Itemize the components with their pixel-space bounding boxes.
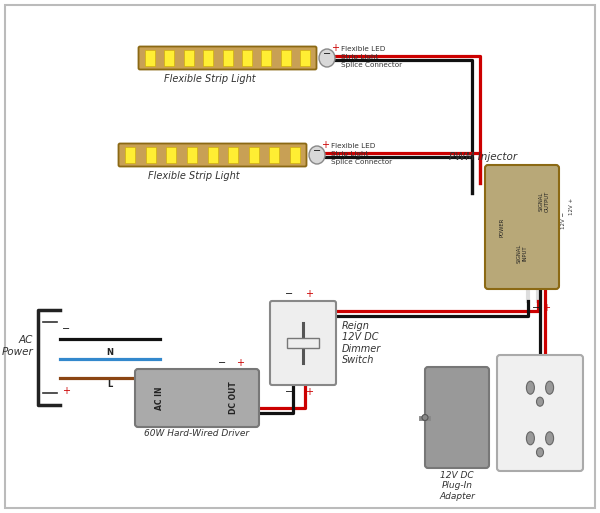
- Text: −: −: [285, 387, 293, 397]
- Text: 12V +: 12V +: [569, 198, 574, 215]
- Text: Flexible Strip Light: Flexible Strip Light: [148, 171, 240, 181]
- Text: SIGNAL
INPUT: SIGNAL INPUT: [517, 243, 527, 263]
- Ellipse shape: [536, 448, 544, 457]
- Ellipse shape: [545, 432, 554, 445]
- Text: −: −: [323, 49, 331, 59]
- Text: 12V −: 12V −: [561, 212, 566, 229]
- Text: +: +: [305, 289, 313, 299]
- Text: Flexible LED
Strip Light
Splice Connector: Flexible LED Strip Light Splice Connecto…: [331, 143, 392, 165]
- Text: 12V DC
Plug-In
Adapter: 12V DC Plug-In Adapter: [439, 471, 475, 501]
- Text: AC IN: AC IN: [155, 386, 164, 410]
- Text: +: +: [321, 140, 329, 150]
- Ellipse shape: [536, 397, 544, 406]
- Bar: [300, 50, 310, 66]
- Text: −: −: [532, 303, 540, 313]
- FancyBboxPatch shape: [119, 144, 307, 167]
- Bar: [223, 50, 233, 66]
- Text: +: +: [62, 386, 70, 396]
- Text: Flexible LED
Strip Light
Splice Connector: Flexible LED Strip Light Splice Connecto…: [341, 46, 402, 68]
- Text: Reign
12V DC
Dimmer
Switch: Reign 12V DC Dimmer Switch: [342, 321, 381, 365]
- Ellipse shape: [526, 381, 535, 394]
- Bar: [146, 147, 155, 163]
- Text: −: −: [218, 358, 226, 368]
- Bar: [269, 147, 280, 163]
- Bar: [261, 50, 271, 66]
- Bar: [187, 147, 197, 163]
- Bar: [184, 50, 194, 66]
- FancyBboxPatch shape: [135, 369, 259, 427]
- FancyBboxPatch shape: [497, 355, 583, 471]
- Text: SIGNAL
OUTPUT: SIGNAL OUTPUT: [539, 190, 550, 212]
- FancyBboxPatch shape: [5, 5, 595, 508]
- Text: N: N: [107, 348, 113, 358]
- Ellipse shape: [545, 381, 554, 394]
- Bar: [125, 147, 135, 163]
- Bar: [208, 147, 218, 163]
- Bar: [290, 147, 300, 163]
- Bar: [287, 338, 319, 348]
- Text: POWER: POWER: [499, 218, 505, 236]
- Bar: [228, 147, 238, 163]
- Bar: [281, 50, 290, 66]
- FancyBboxPatch shape: [485, 165, 559, 289]
- FancyBboxPatch shape: [425, 367, 489, 468]
- Text: AC
Power: AC Power: [1, 336, 33, 357]
- Text: 60W Hard-Wired Driver: 60W Hard-Wired Driver: [145, 429, 250, 438]
- Bar: [166, 147, 176, 163]
- Text: L: L: [107, 381, 113, 389]
- Text: +: +: [236, 358, 244, 368]
- Ellipse shape: [526, 432, 535, 445]
- Text: −: −: [285, 289, 293, 299]
- Text: Flexible Strip Light: Flexible Strip Light: [164, 74, 256, 84]
- Text: DC OUT: DC OUT: [229, 382, 239, 415]
- Bar: [203, 50, 213, 66]
- FancyBboxPatch shape: [270, 301, 336, 385]
- Bar: [164, 50, 175, 66]
- Ellipse shape: [309, 146, 325, 164]
- Ellipse shape: [319, 49, 335, 67]
- FancyBboxPatch shape: [139, 47, 317, 69]
- Bar: [242, 50, 252, 66]
- Text: PWM Injector: PWM Injector: [449, 152, 517, 162]
- Text: +: +: [542, 303, 550, 313]
- Text: +: +: [331, 43, 339, 53]
- Text: −: −: [62, 324, 70, 334]
- Bar: [145, 50, 155, 66]
- Text: +: +: [305, 387, 313, 397]
- Text: −: −: [313, 146, 321, 156]
- Bar: [249, 147, 259, 163]
- Circle shape: [422, 415, 428, 421]
